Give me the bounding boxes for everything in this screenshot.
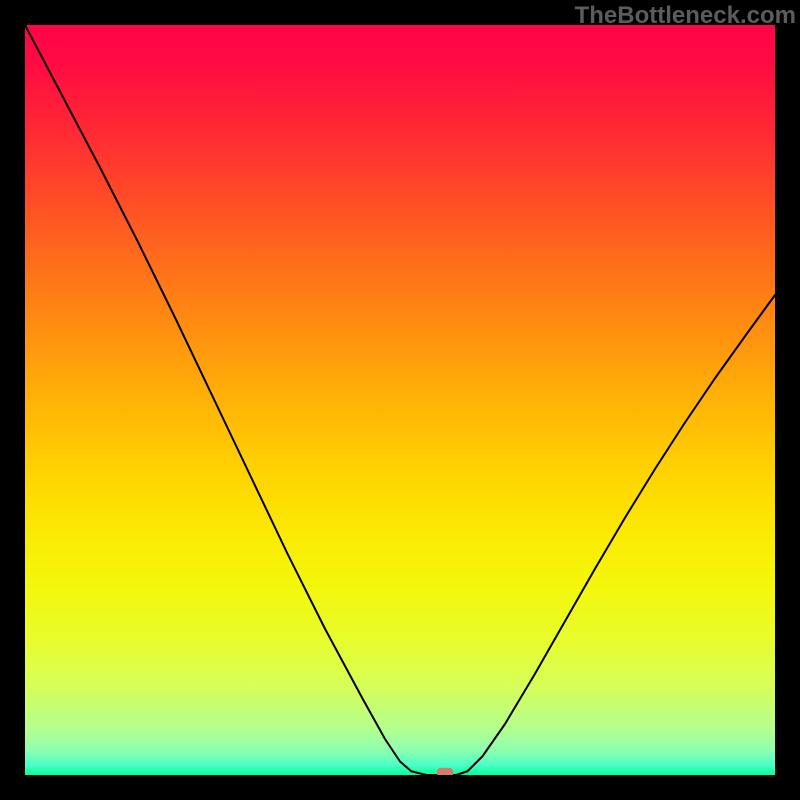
minimum-marker [437,768,454,775]
chart-svg [25,25,775,775]
watermark-text: TheBottleneck.com [575,2,796,30]
bottleneck-curve [25,25,775,775]
chart-plot-area [25,25,775,775]
